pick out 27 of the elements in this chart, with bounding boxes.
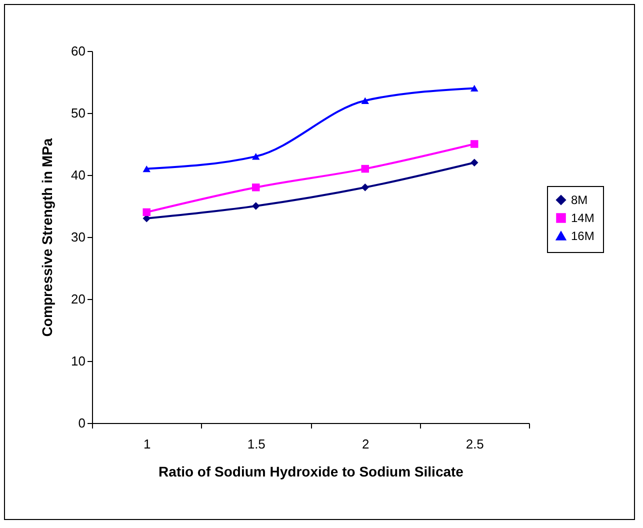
y-tick-label: 0 [78, 416, 86, 430]
legend-label: 14M [571, 211, 594, 225]
x-axis-title: Ratio of Sodium Hydroxide to Sodium Silicate [158, 464, 464, 480]
x-tick-label: 2 [362, 436, 370, 452]
legend-label: 8M [571, 193, 588, 207]
y-tick-label: 30 [71, 230, 86, 244]
point [361, 97, 369, 104]
point [142, 165, 150, 172]
point [470, 84, 478, 92]
y-tick-label: 10 [71, 354, 86, 368]
point [252, 153, 260, 160]
y-tick-label: 40 [71, 168, 86, 182]
point [142, 208, 150, 216]
y-tick-label: 50 [71, 106, 86, 120]
point [361, 164, 369, 173]
y-axis-title: Compressive Strength in MPa [39, 138, 56, 337]
y-tick-label: 20 [71, 292, 86, 306]
legend-label: 16M [571, 229, 594, 243]
point [470, 158, 478, 166]
point [470, 140, 478, 148]
point [361, 184, 369, 192]
x-tick-label: 1.5 [247, 436, 266, 452]
x-tick-label: 2.5 [466, 436, 484, 452]
x-tick-label: 1 [144, 436, 151, 452]
point [252, 184, 260, 192]
point [252, 202, 260, 210]
y-tick-label: 60 [71, 44, 86, 58]
